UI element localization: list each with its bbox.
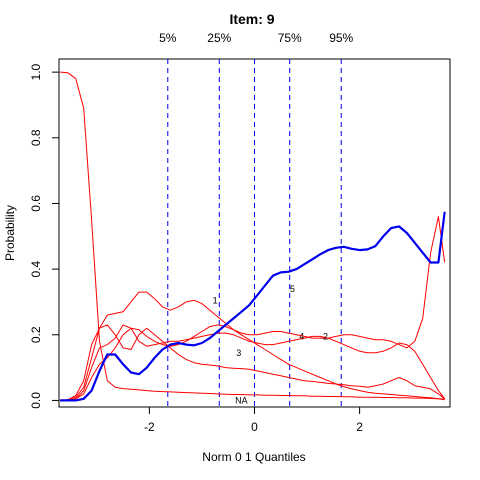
quantile-label: 5% [159, 31, 177, 45]
series-group: NA 1 3 4 2 5 [60, 71, 446, 405]
y-tick-label: 0.4 [29, 260, 43, 277]
x-axis: -2 0 2 [144, 406, 363, 434]
series-line [60, 216, 446, 401]
y-tick-label: 0.6 [29, 195, 43, 212]
x-tick-label: 0 [251, 420, 258, 434]
y-axis-label: Probability [3, 205, 17, 261]
series-label: 1 [213, 295, 218, 305]
y-tick-label: 0.0 [29, 392, 43, 409]
quantile-label: 95% [329, 31, 353, 45]
series-label: 2 [323, 331, 328, 341]
series-label: 4 [299, 331, 304, 341]
series-line [60, 211, 446, 402]
y-tick-label: 1.0 [29, 63, 43, 80]
series-line [60, 324, 446, 401]
x-axis-label: Norm 0 1 Quantiles [202, 450, 305, 464]
y-tick-label: 0.8 [29, 129, 43, 146]
y-tick-label: 0.2 [29, 326, 43, 343]
series-label: 3 [236, 348, 241, 358]
series-line [60, 324, 446, 401]
quantile-label: 25% [207, 31, 231, 45]
series-label: NA [235, 395, 248, 405]
x-tick-label: 2 [356, 420, 363, 434]
quantile-label: 75% [278, 31, 302, 45]
series-line [60, 291, 445, 401]
quantile-lines: 5% 25% 75% 95% [159, 31, 354, 407]
chart-title: Item: 9 [229, 11, 274, 27]
series-label: 5 [290, 284, 295, 294]
y-axis: 0.0 0.2 0.4 0.6 0.8 1.0 [29, 63, 60, 409]
x-tick-label: -2 [144, 420, 155, 434]
series-line [60, 71, 445, 400]
